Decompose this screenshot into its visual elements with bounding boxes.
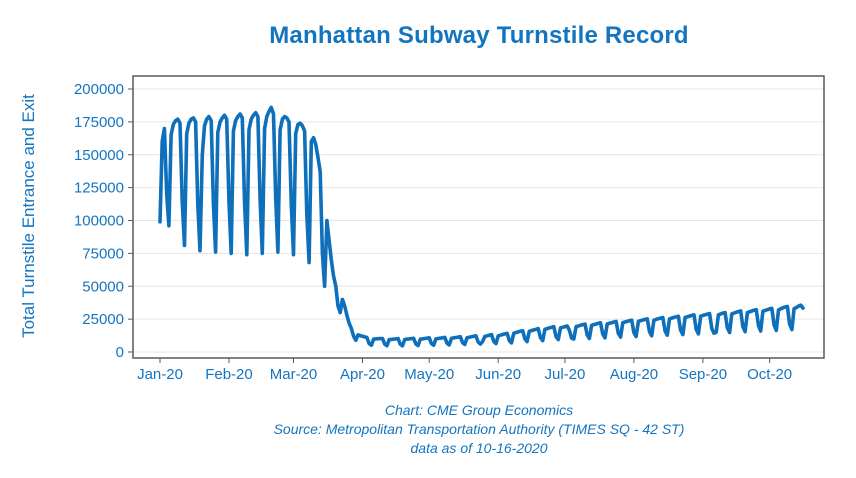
data-source-line: Source: Metropolitan Transportation Auth… [273,421,685,437]
plot-border [132,75,825,359]
x-tick-label: Aug-20 [610,366,658,383]
y-tick-label: 100000 [74,213,124,230]
x-tick-label: Jul-20 [545,366,586,383]
data-as-of-line: data as of 10-16-2020 [410,440,548,456]
y-tick-label: 200000 [74,81,124,98]
y-tick-label: 175000 [74,114,124,131]
x-tick-label: Oct-20 [747,366,792,383]
y-tick-label: 125000 [74,180,124,197]
x-tick-label: Jun-20 [475,366,521,383]
x-tick-label: Apr-20 [340,366,385,383]
x-tick-label: May-20 [404,366,454,383]
data-line [158,105,805,348]
y-tick-label: 25000 [82,311,124,328]
y-tick-label: 50000 [82,278,124,295]
chart-footer: Chart: CME Group Economics Source: Metro… [133,401,825,458]
x-tick-label: Sep-20 [679,366,727,383]
x-tick-label: Feb-20 [205,366,253,383]
chart-credit-line: Chart: CME Group Economics [384,402,574,418]
x-tick-label: Jan-20 [137,366,183,383]
y-tick-label: 150000 [74,147,124,164]
y-tick-label: 0 [116,344,124,361]
x-tick-label: Mar-20 [270,366,318,383]
y-tick-label: 75000 [82,245,124,262]
page-title: Manhattan Subway Turnstile Record [269,22,689,49]
